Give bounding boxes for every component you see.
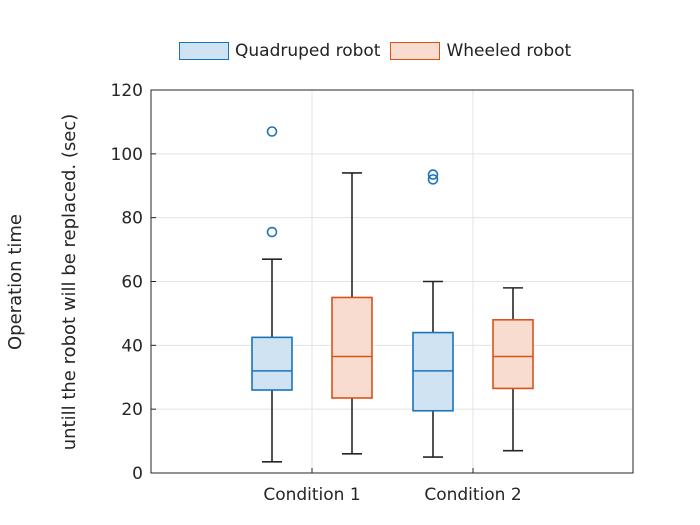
box (251, 336, 293, 391)
legend-item-quadruped: Quadruped robot (179, 41, 380, 61)
outlier-point (427, 169, 439, 180)
y-tick-label: 80 (121, 209, 143, 229)
outlier-point (266, 226, 278, 238)
outlier-point (266, 126, 278, 137)
y-axis-label: untill the robot will be replaced. (sec) (59, 114, 80, 451)
legend-label-quadruped: Quadruped robot (235, 41, 381, 61)
legend-item-wheeled: Wheeled robot (390, 41, 571, 61)
box (492, 318, 534, 390)
y-tick-label: 20 (121, 400, 143, 420)
outlier-point (427, 174, 439, 185)
x-tick-label: Condition 1 (263, 485, 360, 505)
box (331, 296, 373, 399)
x-tick-label: Condition 2 (424, 485, 521, 505)
y-tick-label: 60 (121, 273, 143, 293)
legend-swatch-quadruped (179, 42, 229, 60)
y-tick-label: 0 (132, 464, 143, 484)
y-axis-label: Operation time (5, 214, 26, 350)
y-tick-label: 40 (121, 336, 143, 356)
y-tick-label: 100 (111, 145, 143, 165)
legend: Quadruped robot Wheeled robot (179, 39, 581, 63)
legend-label-wheeled: Wheeled robot (446, 41, 572, 61)
legend-swatch-wheeled (390, 42, 441, 60)
y-tick-label: 120 (111, 81, 143, 101)
